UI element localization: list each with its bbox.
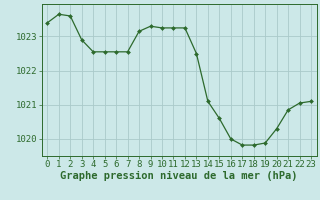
X-axis label: Graphe pression niveau de la mer (hPa): Graphe pression niveau de la mer (hPa)	[60, 171, 298, 181]
